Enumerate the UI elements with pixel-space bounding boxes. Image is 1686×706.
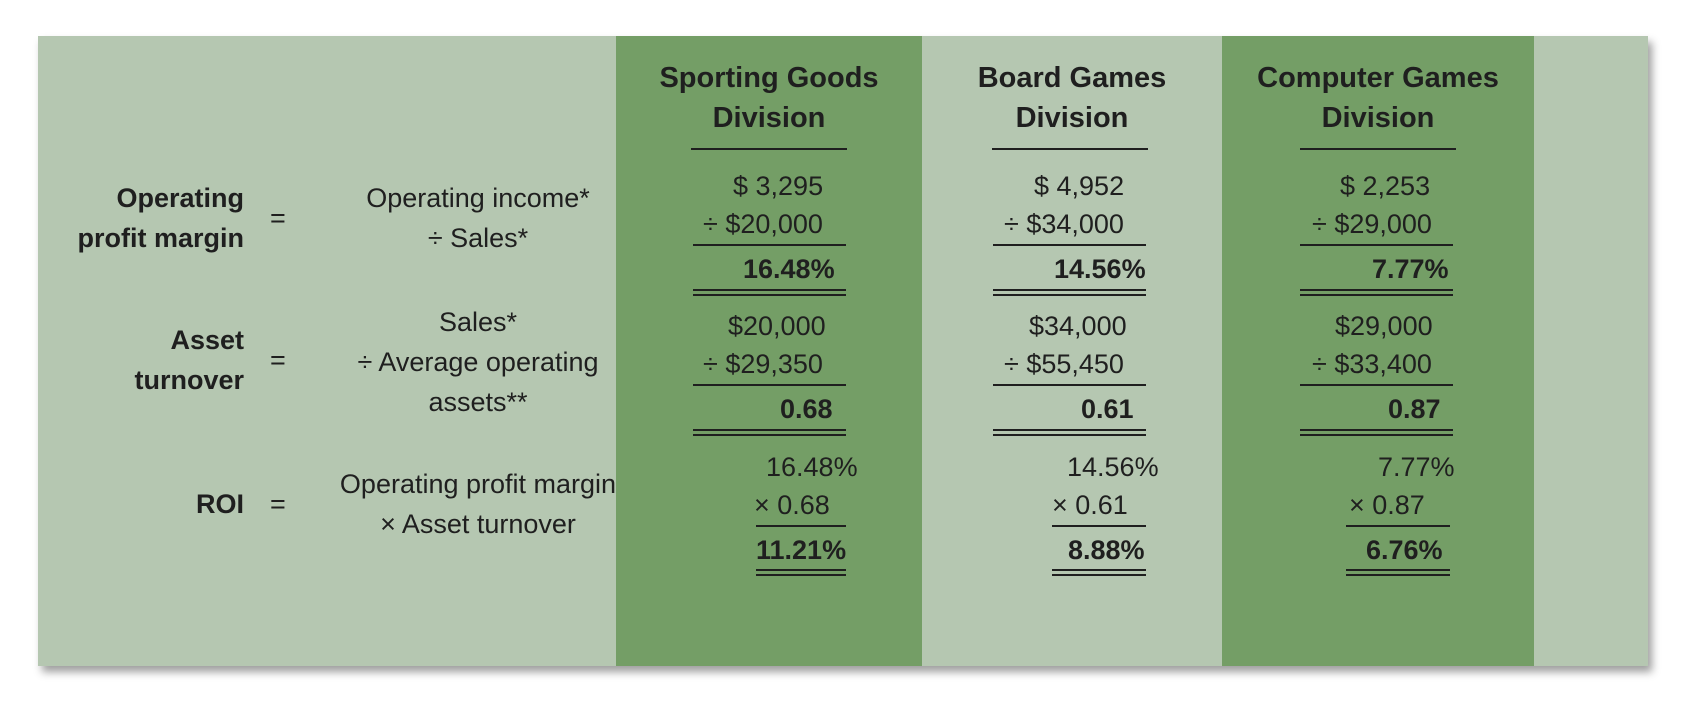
col-board-games: Board Games Division: [922, 36, 1222, 666]
value-top: $34,000: [1029, 311, 1127, 341]
row-label-line: turnover: [134, 365, 244, 395]
formula-asset-turnover: Sales* ÷ Average operating assets**: [298, 302, 658, 422]
value-top: $20,000: [728, 311, 826, 341]
row-label-roi: ROI: [196, 484, 244, 524]
sum-rule: [1052, 525, 1146, 527]
header-underline: [1300, 148, 1456, 150]
equals-sign: =: [270, 203, 286, 233]
equals-sign: =: [270, 489, 286, 519]
formula-line: assets**: [428, 387, 528, 417]
value-mid: ÷ $34,000: [1004, 209, 1124, 239]
formula-roi: Operating profit margin × Asset turnover: [298, 464, 658, 544]
value-result: 11.21%: [756, 535, 847, 565]
double-rule: [993, 429, 1146, 436]
value-top: $ 4,952: [1034, 171, 1125, 201]
formula-line: Operating profit margin: [339, 469, 617, 499]
sum-rule: [1300, 384, 1453, 386]
value-mid: × 0.68: [754, 490, 830, 520]
value-mid: × 0.87: [1349, 490, 1425, 520]
value-result: 6.76%: [1366, 535, 1443, 565]
col-header-line2: Division: [1321, 102, 1435, 134]
value-mid: ÷ $29,000: [1312, 209, 1432, 239]
double-rule: [993, 289, 1146, 296]
double-rule: [756, 569, 846, 576]
value-result: 16.48%: [743, 254, 835, 284]
row-label-line: Asset: [170, 325, 244, 355]
col-header: Sporting Goods Division: [616, 58, 922, 138]
col-header-line2: Division: [712, 102, 826, 134]
double-rule: [1052, 569, 1146, 576]
formula-operating-profit-margin: Operating income* ÷ Sales*: [298, 178, 658, 258]
value-mid: ÷ $29,350: [703, 349, 823, 379]
col-header-line1: Computer Games: [1257, 62, 1499, 94]
value-top: 7.77%: [1378, 452, 1455, 482]
col-header-line2: Division: [1015, 102, 1129, 134]
value-mid: ÷ $20,000: [703, 209, 823, 239]
sum-rule: [993, 384, 1146, 386]
col-sporting-goods: Sporting Goods Division: [616, 36, 922, 666]
formula-line: × Asset turnover: [380, 509, 576, 539]
sum-rule: [756, 525, 846, 527]
sum-rule: [1346, 525, 1450, 527]
value-top: $ 3,295: [733, 171, 824, 201]
double-rule: [1300, 289, 1453, 296]
sum-rule: [693, 384, 846, 386]
equals-sign: =: [270, 345, 286, 375]
value-mid: × 0.61: [1052, 490, 1128, 520]
value-top: 14.56%: [1067, 452, 1159, 482]
value-result: 0.61: [1081, 394, 1134, 424]
sum-rule: [693, 244, 846, 246]
col-computer-games: Computer Games Division: [1222, 36, 1534, 666]
double-rule: [1300, 429, 1453, 436]
header-underline: [992, 148, 1148, 150]
col-header-line1: Board Games: [977, 62, 1167, 94]
value-top: 16.48%: [766, 452, 858, 482]
col-header-line1: Sporting Goods: [659, 62, 879, 94]
row-label-line: Operating: [116, 183, 244, 213]
double-rule: [1346, 569, 1450, 576]
formula-line: ÷ Average operating: [357, 347, 599, 377]
value-result: 7.77%: [1372, 254, 1449, 284]
row-label-asset-turnover: Asset turnover: [134, 320, 244, 400]
double-rule: [693, 429, 846, 436]
value-top: $29,000: [1335, 311, 1433, 341]
row-label-operating-profit-margin: Operating profit margin: [78, 178, 245, 258]
value-result: 8.88%: [1068, 535, 1145, 565]
sum-rule: [993, 244, 1146, 246]
value-mid: ÷ $55,450: [1004, 349, 1124, 379]
row-label-line: ROI: [195, 489, 244, 519]
col-header: Computer Games Division: [1222, 58, 1534, 138]
roi-table: Sporting Goods Division Board Games Divi…: [38, 36, 1648, 666]
value-result: 0.87: [1388, 394, 1441, 424]
value-result: 0.68: [780, 394, 833, 424]
value-top: $ 2,253: [1340, 171, 1431, 201]
formula-line: Sales*: [438, 307, 518, 337]
value-result: 14.56%: [1054, 254, 1146, 284]
row-label-line: profit margin: [77, 223, 245, 253]
sum-rule: [1300, 244, 1453, 246]
value-mid: ÷ $33,400: [1312, 349, 1432, 379]
formula-line: Operating income*: [366, 183, 590, 213]
col-header: Board Games Division: [922, 58, 1222, 138]
formula-line: ÷ Sales*: [427, 223, 529, 253]
double-rule: [693, 289, 846, 296]
header-underline: [691, 148, 847, 150]
